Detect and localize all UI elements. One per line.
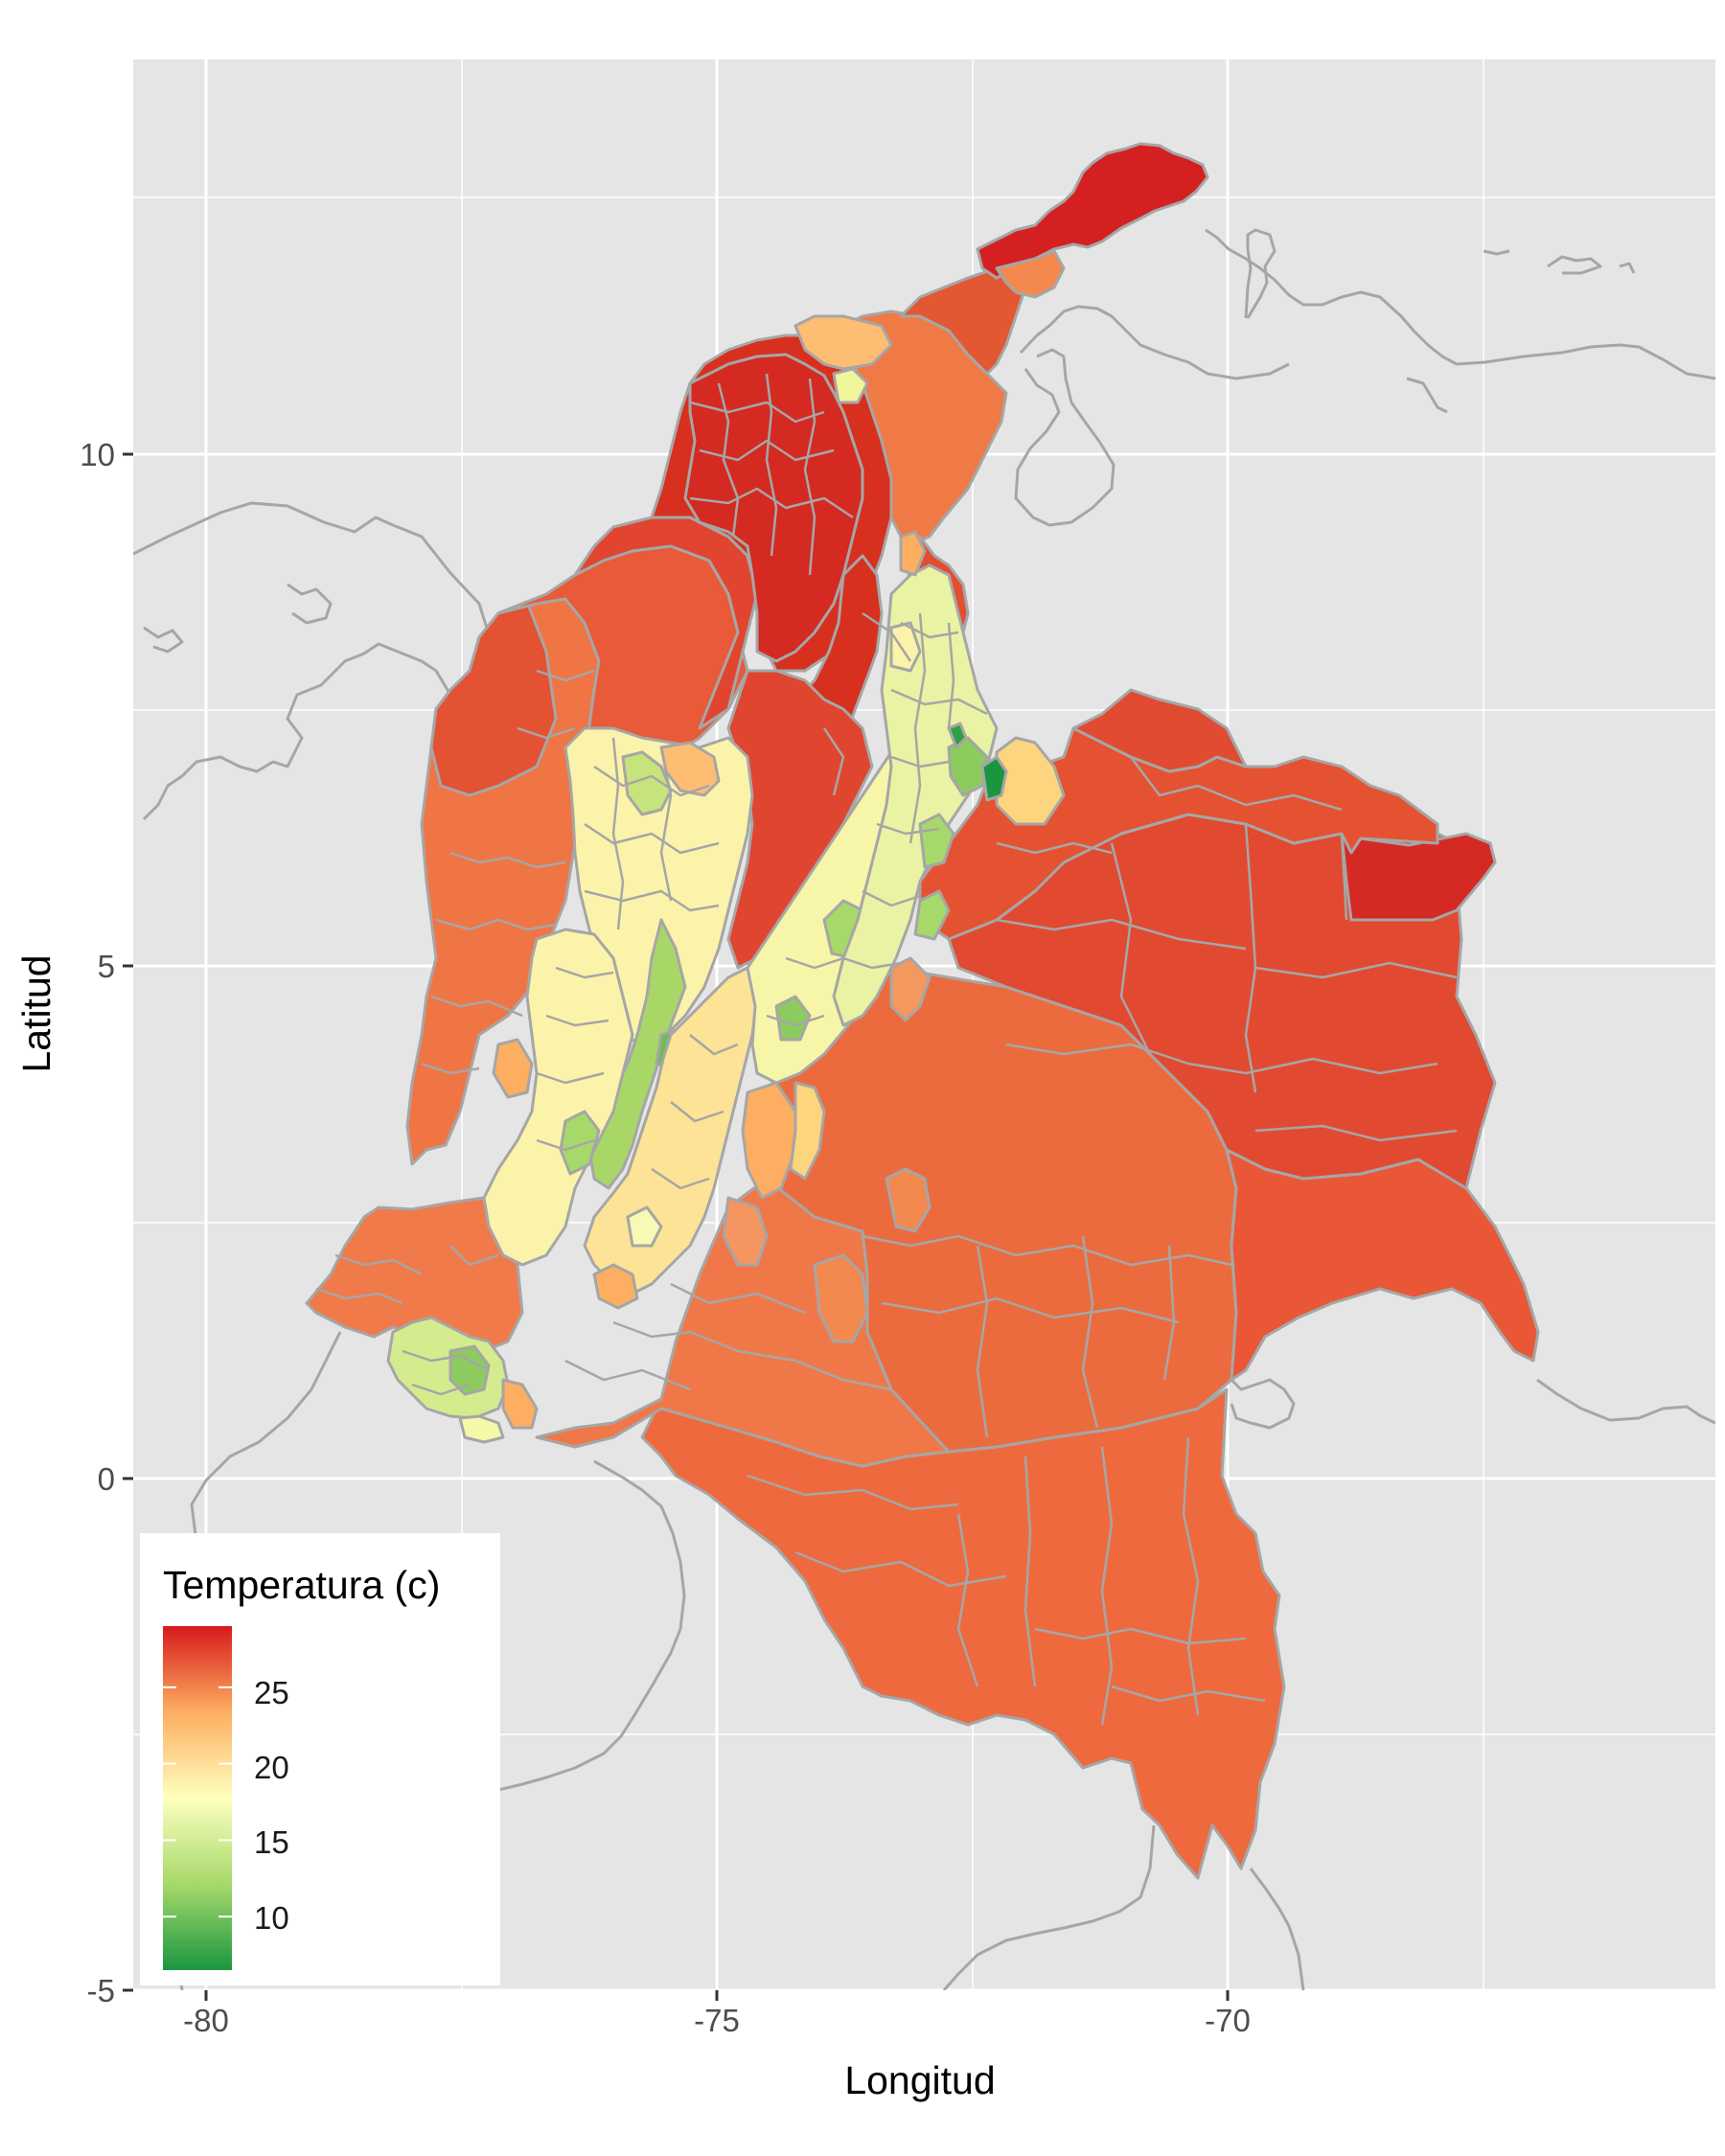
region-putumayo-light	[722, 1196, 769, 1267]
region-antioquia-orange	[659, 741, 721, 797]
region-boyaca-dark2	[947, 722, 968, 749]
region-huila-light	[626, 1205, 663, 1248]
region-caqueta-orange	[813, 1253, 869, 1343]
y-tick-label: 0	[98, 1461, 115, 1497]
region-arauca-east	[1071, 688, 1248, 773]
region-central-cordillera	[587, 918, 687, 1190]
region-casanare-light	[995, 736, 1066, 826]
region-cundinamarca-green2	[774, 995, 812, 1042]
region-boyaca-green	[947, 736, 989, 797]
x-tick-label: -75	[694, 2003, 740, 2038]
region-valle-orange	[492, 1038, 534, 1099]
region-tolima-yellow	[789, 1081, 826, 1181]
x-tick-label: -80	[183, 2003, 229, 2038]
region-santander-green	[918, 813, 955, 869]
colombia-regions	[305, 142, 1540, 1880]
legend-ticks	[163, 1686, 232, 1918]
legend-colorbar	[163, 1626, 232, 1970]
region-tolima-orange	[741, 1081, 797, 1200]
legend-break-label: 25	[254, 1675, 289, 1710]
region-narino-pacific	[305, 1196, 524, 1353]
x-axis-title: Longitud	[844, 2058, 995, 2102]
region-guajira-mid	[995, 249, 1066, 299]
region-la-guajira	[899, 257, 1027, 376]
region-narino-yellow	[458, 1414, 505, 1444]
legend-break-label: 20	[254, 1750, 289, 1785]
municipality-boundaries	[315, 373, 1458, 1726]
region-cauca-valley	[482, 928, 634, 1267]
legend-title: Temperatura (c)	[163, 1563, 440, 1607]
region-bolivar-sucre	[683, 353, 864, 663]
region-antioquia-green	[621, 750, 673, 816]
region-choco-north	[429, 600, 558, 797]
legend: Temperatura (c) 25 20 15 10	[140, 1533, 500, 1985]
region-meta-orange	[885, 1167, 932, 1233]
y-tick-label: 10	[80, 437, 115, 472]
region-santander-orange	[899, 530, 927, 577]
y-tick-label: -5	[87, 1973, 115, 2008]
region-sierra-nevada	[794, 314, 893, 371]
region-piedemonte	[889, 956, 932, 1022]
legend-break-label: 10	[254, 1900, 289, 1936]
region-santander-lightyellow	[889, 621, 922, 673]
x-tick-label: -70	[1205, 2003, 1251, 2038]
region-narino-orange	[501, 1378, 539, 1430]
y-axis-title: Latitud	[14, 954, 58, 1072]
region-la-guajira-north	[976, 142, 1209, 280]
region-boyaca-darkgreen	[980, 755, 1008, 802]
y-tick-label: 5	[98, 949, 115, 984]
region-huila-orange	[592, 1263, 639, 1310]
region-santander-boyaca	[832, 563, 999, 1027]
region-boyaca-green3	[913, 889, 951, 941]
legend-break-label: 15	[254, 1824, 289, 1860]
region-cauca-green	[559, 1110, 601, 1176]
region-narino-green	[448, 1344, 491, 1396]
axis-ticks	[123, 452, 1230, 2001]
